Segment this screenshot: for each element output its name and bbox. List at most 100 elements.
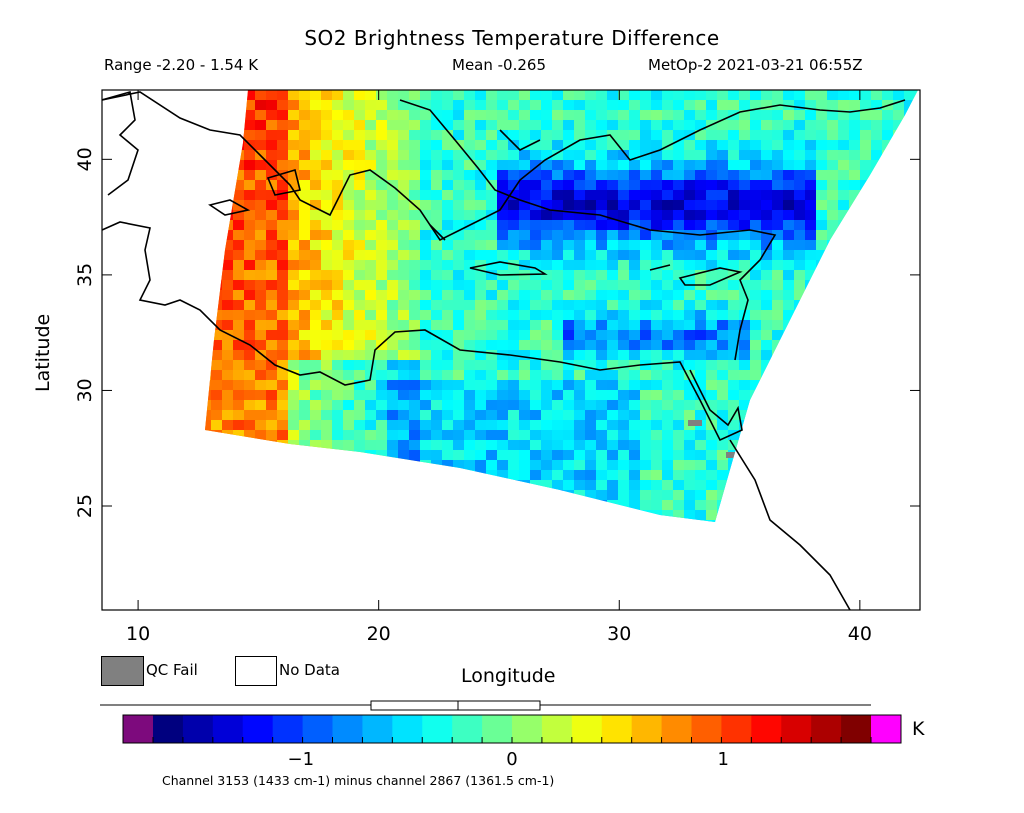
swath-pixel xyxy=(827,90,838,100)
swath-pixel xyxy=(486,200,497,210)
swath-pixel xyxy=(343,280,354,290)
swath-pixel xyxy=(321,500,332,510)
swath-pixel xyxy=(205,500,211,510)
swath-pixel xyxy=(706,470,717,480)
swath-pixel xyxy=(497,410,508,420)
swath-pixel xyxy=(486,140,497,150)
swath-pixel xyxy=(464,380,475,390)
swath-pixel xyxy=(750,390,761,400)
swath-pixel xyxy=(860,510,871,520)
swath-pixel xyxy=(222,260,233,270)
swath-pixel xyxy=(475,110,486,120)
swath-pixel xyxy=(805,440,816,450)
swath-pixel xyxy=(761,350,772,360)
swath-pixel xyxy=(695,390,706,400)
swath-pixel xyxy=(442,100,453,110)
swath-pixel xyxy=(563,360,574,370)
swath-pixel xyxy=(299,100,310,110)
swath-pixel xyxy=(365,90,376,100)
swath-pixel xyxy=(519,90,530,100)
swath-pixel xyxy=(728,240,739,250)
swath-pixel xyxy=(409,370,420,380)
swath-pixel xyxy=(794,270,805,280)
swath-pixel xyxy=(343,450,354,460)
swath-pixel xyxy=(211,240,222,250)
swath-pixel xyxy=(233,220,244,230)
swath-pixel xyxy=(365,180,376,190)
swath-pixel xyxy=(805,220,816,230)
swath-pixel xyxy=(695,310,706,320)
swath-pixel xyxy=(244,370,255,380)
swath-pixel xyxy=(530,420,541,430)
swath-pixel xyxy=(244,450,255,460)
swath-pixel xyxy=(255,170,266,180)
swath-pixel xyxy=(387,340,398,350)
swath-pixel xyxy=(222,420,233,430)
swath-pixel xyxy=(420,240,431,250)
swath-pixel xyxy=(321,190,332,200)
swath-pixel xyxy=(354,490,365,500)
swath-pixel xyxy=(805,470,816,480)
swath-pixel xyxy=(783,310,794,320)
swath-pixel xyxy=(629,150,640,160)
map-content xyxy=(102,90,918,610)
swath-pixel xyxy=(728,200,739,210)
swath-pixel xyxy=(728,210,739,220)
swath-pixel xyxy=(453,510,464,520)
swath-pixel xyxy=(728,420,739,430)
swath-pixel xyxy=(453,360,464,370)
swath-pixel xyxy=(497,210,508,220)
swath-pixel xyxy=(552,140,563,150)
swath-pixel xyxy=(695,520,706,522)
swath-pixel xyxy=(706,450,717,460)
swath-pixel xyxy=(365,140,376,150)
swath-pixel xyxy=(332,500,343,510)
swath-pixel xyxy=(640,260,651,270)
swath-pixel xyxy=(398,150,409,160)
swath-pixel xyxy=(904,190,915,200)
swath-pixel xyxy=(596,200,607,210)
swath-pixel xyxy=(783,120,794,130)
swath-pixel xyxy=(849,90,860,100)
swath-pixel xyxy=(409,380,420,390)
swath-pixel xyxy=(233,280,244,290)
swath-pixel xyxy=(849,150,860,160)
swath-pixel xyxy=(431,520,442,522)
swath-pixel xyxy=(409,300,420,310)
swath-pixel xyxy=(321,310,332,320)
swath-pixel xyxy=(255,90,266,100)
swath-pixel xyxy=(530,370,541,380)
swath-pixel xyxy=(651,370,662,380)
swath-pixel xyxy=(205,250,211,260)
swath-pixel xyxy=(321,90,332,100)
swath-pixel xyxy=(838,420,849,430)
swath-pixel xyxy=(233,440,244,450)
swath-pixel xyxy=(750,410,761,420)
swath-pixel xyxy=(475,180,486,190)
swath-pixel xyxy=(904,430,915,440)
swath-pixel xyxy=(211,160,222,170)
swath-pixel xyxy=(244,270,255,280)
swath-pixel xyxy=(299,160,310,170)
swath-pixel xyxy=(761,210,772,220)
swath-pixel xyxy=(695,370,706,380)
swath-pixel xyxy=(244,510,255,520)
swath-pixel xyxy=(728,90,739,100)
swath-pixel xyxy=(266,140,277,150)
swath-pixel xyxy=(607,430,618,440)
swath-pixel xyxy=(871,130,882,140)
swath-pixel xyxy=(310,180,321,190)
swath-pixel xyxy=(662,210,673,220)
swath-pixel xyxy=(739,490,750,500)
swath-pixel xyxy=(255,140,266,150)
swath-pixel xyxy=(629,250,640,260)
swath-pixel xyxy=(706,150,717,160)
swath-pixel xyxy=(486,290,497,300)
swath-pixel xyxy=(574,390,585,400)
swath-pixel xyxy=(233,420,244,430)
swath-pixel xyxy=(805,420,816,430)
swath-pixel xyxy=(486,390,497,400)
swath-pixel xyxy=(728,390,739,400)
swath-pixel xyxy=(277,330,288,340)
swath-pixel xyxy=(596,120,607,130)
